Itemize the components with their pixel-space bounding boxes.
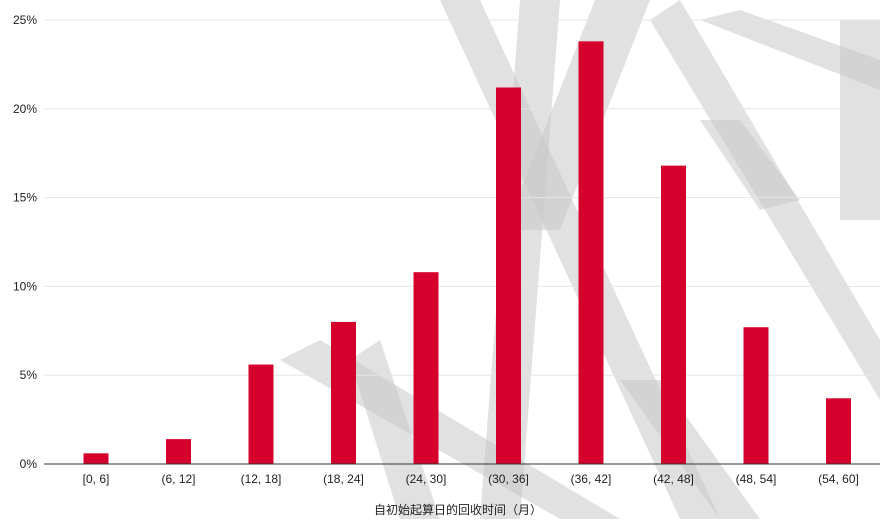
bar xyxy=(496,87,521,464)
bar xyxy=(413,272,439,464)
y-tick-label: 10% xyxy=(13,279,37,293)
grid-lines xyxy=(44,19,880,376)
watermark-stroke xyxy=(620,380,760,519)
x-tick-label: [0, 6] xyxy=(83,472,110,486)
bar xyxy=(166,439,191,464)
bar xyxy=(331,321,356,464)
x-tick-label: (54, 60] xyxy=(818,472,859,486)
watermark-stroke xyxy=(700,10,880,90)
x-axis-tick-labels: [0, 6] (6, 12] (12, 18] (18, 24] (24, 30] (30… xyxy=(83,472,859,486)
bar xyxy=(743,327,769,464)
x-tick-label: (24, 30] xyxy=(406,472,447,486)
bars xyxy=(83,41,851,464)
x-tick-label: (48, 54] xyxy=(736,472,777,486)
y-axis-tick-labels: 0% 5% 10% 15% 20% 25% xyxy=(13,13,37,471)
y-tick-label: 5% xyxy=(20,368,38,382)
watermark-stroke xyxy=(350,340,440,519)
x-axis-title: 自初始起算日的回收时间（月） xyxy=(374,502,542,517)
bar xyxy=(83,453,109,464)
bar xyxy=(826,398,851,464)
x-tick-label: (6, 12] xyxy=(161,472,195,486)
y-tick-label: 0% xyxy=(20,457,38,471)
watermark-stroke xyxy=(700,120,800,210)
x-tick-label: (30, 36] xyxy=(488,472,529,486)
x-tick-label: (42, 48] xyxy=(653,472,694,486)
y-tick-label: 25% xyxy=(13,13,37,27)
bar xyxy=(578,41,604,464)
y-tick-label: 20% xyxy=(13,102,37,116)
y-tick-label: 15% xyxy=(13,191,37,205)
x-tick-label: (36, 42] xyxy=(571,472,612,486)
bar xyxy=(661,165,686,464)
bar xyxy=(248,364,274,464)
x-tick-label: (12, 18] xyxy=(241,472,282,486)
x-tick-label: (18, 24] xyxy=(323,472,364,486)
